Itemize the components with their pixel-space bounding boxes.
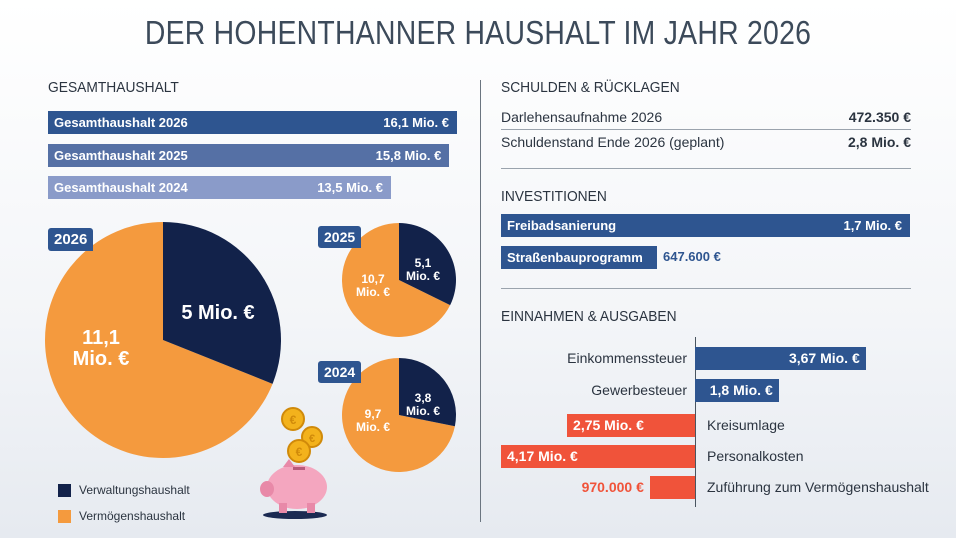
pie-slice-label: 5 Mio. € [181,302,254,324]
row-label: Schuldenstand Ende 2026 (geplant) [501,134,725,150]
category-label: Zuführung zum Vermögenshaushalt [707,479,929,495]
pie-slice-label: 3,8 Mio. € [406,391,440,418]
bar-value: 16,1 Mio. € [383,115,449,130]
divider [501,288,911,289]
einnahmen-heading: EINNAHMEN & AUSGABEN [501,308,677,325]
row-value: 472.350 € [848,109,911,125]
einnahmen-bar [695,379,779,402]
axis-line [695,337,696,507]
schulden-row: Darlehensaufnahme 2026 472.350 € [501,109,911,125]
svg-text:€: € [296,445,303,459]
schulden-heading: SCHULDEN & RÜCKLAGEN [501,79,680,96]
category-label: Einkommenssteuer [567,350,687,366]
value-label: 970.000 € [581,479,644,495]
invest-heading: INVESTITIONEN [501,188,607,205]
row-value: 2,8 Mio. € [847,134,911,150]
legend-item: Vermögenshaushalt [58,509,185,523]
pie-slice-verwaltung [399,358,456,427]
divider [501,168,911,169]
pie-slice-vermoegen [44,222,273,459]
column-divider [480,80,481,522]
page-title: DER HOHENTHANNER HAUSHALT IM JAHR 2026 [144,14,812,51]
pie-slice-verwaltung [399,223,456,306]
bar-label: Straßenbauprogramm [507,250,643,265]
einnahmen-bar [695,347,866,370]
divider [501,129,911,130]
bar-value: 647.600 € [663,249,721,264]
einnahmen-bar [649,476,695,499]
value-label: 2,75 Mio. € [573,417,644,433]
svg-text:€: € [309,433,315,445]
row-label: Darlehensaufnahme 2026 [501,109,663,125]
category-label: Gewerbesteuer [591,382,687,398]
pie-year-tag: 2026 [48,228,94,251]
bar-value: 1,7 Mio. € [843,218,902,233]
gesamt-bar: Gesamthaushalt 2024 13,5 Mio. € [48,176,391,199]
pie-slice-verwaltung [163,222,281,384]
gesamt-bar: Gesamthaushalt 2026 16,1 Mio. € [48,111,457,134]
bar-label: Gesamthaushalt 2024 [54,180,188,195]
invest-bar: Freibadsanierung 1,7 Mio. € [501,214,910,237]
value-label: 3,67 Mio. € [788,350,860,366]
value-label: 1,8 Mio. € [709,382,773,398]
pie-year-tag: 2025 [318,226,362,248]
piggy-bank-icon: € € € [260,407,327,519]
legend-label: Verwaltungshaushalt [79,483,190,497]
bar-label: Gesamthaushalt 2025 [54,147,188,163]
einnahmen-bar [567,414,695,437]
svg-text:€: € [290,413,297,427]
pie-year-tag: 2024 [318,361,362,383]
gesamt-heading: GESAMTHAUSHALT [48,79,179,96]
pie-slice-label: 5,1 Mio. € [406,256,440,283]
category-label: Kreisumlage [707,417,785,433]
legend-item: Verwaltungshaushalt [58,483,190,497]
invest-bar: Straßenbauprogramm [501,246,657,269]
category-label: Personalkosten [707,448,804,464]
schulden-row: Schuldenstand Ende 2026 (geplant) 2,8 Mio… [501,134,911,150]
pie-slice-label: 11,1 Mio. € [73,327,130,370]
bar-label: Freibadsanierung [507,218,617,233]
bar-value: 13,5 Mio. € [317,180,383,195]
bar-label: Gesamthaushalt 2026 [54,115,188,130]
einnahmen-bar [501,445,695,468]
pie-slice-label: 10,7 Mio. € [356,272,390,299]
legend-swatch [58,483,71,497]
legend-label: Vermögenshaushalt [79,509,186,523]
pie-slice-vermoegen [342,223,451,337]
pie-slice-vermoegen [342,358,455,472]
value-label: 4,17 Mio. € [507,448,578,464]
gesamt-bar: Gesamthaushalt 2025 15,8 Mio. € [48,143,450,167]
legend-swatch [58,509,71,523]
bar-value: 15,8 Mio. € [375,147,442,163]
pie-slice-label: 9,7 Mio. € [356,407,390,434]
